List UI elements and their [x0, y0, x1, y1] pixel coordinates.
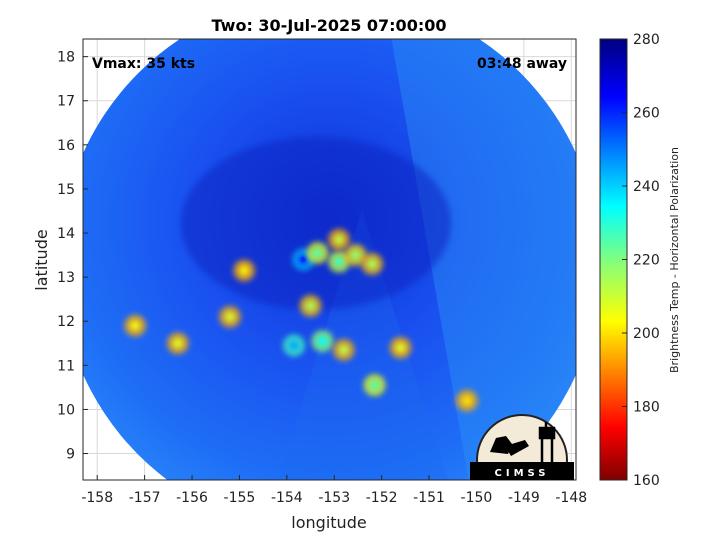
- feature-11: [224, 311, 235, 322]
- y-ticks: 9 10 11 12 13 14 15 16 17 18: [57, 50, 88, 463]
- x-tick-label-2: -156: [176, 490, 208, 506]
- swath-band-east: [383, 39, 576, 480]
- feature-8: [369, 380, 380, 391]
- feature-3: [350, 250, 361, 261]
- feature-5: [333, 234, 344, 245]
- feature-4: [367, 258, 378, 269]
- vmax-annotation: Vmax: 35 kts: [92, 56, 195, 72]
- feature-13: [130, 320, 141, 331]
- y-tick-label-3: 12: [57, 314, 75, 330]
- feature-12: [172, 338, 183, 349]
- x-tick-label-5: -153: [318, 490, 350, 506]
- water-tower-icon: [538, 422, 556, 462]
- y-tick-label-2: 11: [57, 358, 75, 374]
- x-tick-label-7: -151: [413, 490, 445, 506]
- y-tick-label-9: 18: [57, 50, 75, 66]
- feature-10: [338, 344, 349, 355]
- x-tick-label-6: -152: [366, 490, 398, 506]
- colorbar-tick-label-6: 280: [633, 32, 660, 48]
- colorbar-tick-label-5: 260: [633, 106, 660, 122]
- cimss-logo: CIMSS: [470, 414, 574, 480]
- x-tick-label-1: -157: [129, 490, 161, 506]
- x-tick-label-10: -148: [555, 490, 587, 506]
- y-tick-label-4: 13: [57, 270, 75, 286]
- x-tick-label-9: -149: [508, 490, 540, 506]
- x-ticks: -158 -157 -156 -155 -154 -153 -152 -151 -150 -149…: [81, 475, 587, 506]
- y-tick-label-8: 17: [57, 94, 75, 110]
- y-tick-label-7: 16: [57, 138, 75, 154]
- y-tick-label-0: 9: [66, 447, 75, 463]
- x-tick-label-3: -155: [224, 490, 256, 506]
- feature-2: [333, 256, 344, 267]
- colorbar-label: Brightness Temp - Horizontal Polarizatio…: [668, 147, 681, 373]
- chart-title: Two: 30-Jul-2025 07:00:00: [212, 16, 447, 35]
- feature-6: [288, 340, 299, 351]
- x-tick-label-0: -158: [81, 490, 113, 506]
- x-tick-label-8: -150: [461, 490, 493, 506]
- logo-text: CIMSS: [495, 468, 550, 479]
- swath-band-south: [261, 209, 465, 480]
- colorbar-ticks: 160 180 200 220 240 260 280: [622, 32, 660, 489]
- swath-cold-core: [180, 136, 452, 310]
- feature-core-0: [300, 257, 306, 262]
- feature-16: [239, 265, 250, 276]
- feature-7: [317, 336, 328, 347]
- colorbar-tick-label-1: 180: [633, 400, 660, 416]
- swath: [83, 39, 576, 480]
- y-tick-label-1: 10: [57, 402, 75, 418]
- colorbar-tick-label-2: 200: [633, 326, 660, 342]
- x-tick-label-4: -154: [271, 490, 303, 506]
- x-axis-label: longitude: [291, 513, 366, 532]
- feature-1: [312, 247, 323, 258]
- satellite-dish-icon: [490, 436, 512, 454]
- y-tick-label-6: 15: [57, 182, 75, 198]
- feature-9: [305, 300, 316, 311]
- feature-14: [395, 342, 406, 353]
- time-away-annotation: 03:48 away: [477, 56, 567, 72]
- colorbar-tick-label-4: 240: [633, 179, 660, 195]
- y-tick-label-5: 14: [57, 226, 75, 242]
- plot-border: [82, 38, 577, 481]
- colorbar-tick-label-3: 220: [633, 253, 660, 269]
- feature-15: [461, 395, 472, 406]
- y-axis-label: latitude: [32, 229, 51, 290]
- colorbar-tick-label-0: 160: [633, 473, 660, 489]
